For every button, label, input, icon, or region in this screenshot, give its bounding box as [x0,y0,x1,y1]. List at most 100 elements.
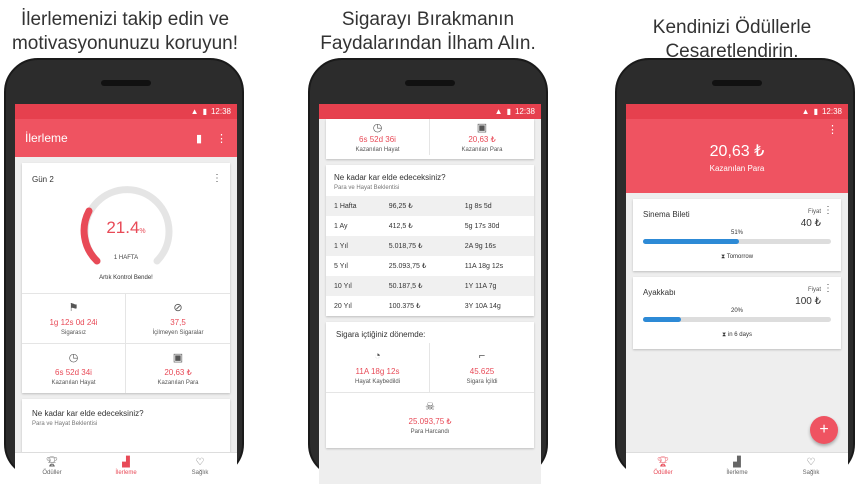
nav-progress[interactable]: ▟ İlerleme [89,453,163,484]
nav-rewards[interactable]: 🏆︎ Ödüller [15,453,89,484]
status-bar: ▲ ▮ 12:38 [626,104,848,119]
gain-title: Ne kadar kar elde edeceksiniz? [334,173,446,182]
battery-icon: ▮ [506,107,511,116]
table-row: 5 Yıl 25.093,75 ₺ 11A 18g 12s [326,256,534,276]
no-smoking-icon: ⊘ [173,302,183,314]
more-icon[interactable]: ⋮ [212,173,222,184]
total-label: Kazanılan Para [709,164,765,173]
hourglass-icon: ⧗ [720,254,726,260]
table-cell: 5 Yıl [334,262,348,270]
status-bar: ▲ ▮ 12:38 [15,104,237,119]
trophy-icon: 🏆︎ [656,457,670,468]
reward-name: Ayakkabı [643,288,676,297]
table-row: 1 Hafta 96,25 ₺ 1g 8s 5d [326,196,534,216]
reward-card[interactable]: Ayakkabı ⋮ Fiyat 100 ₺ 20% ⧗ in 6 days [633,277,841,349]
day-label: Gün 2 [32,175,54,184]
percent-unit: % [139,228,146,235]
speaker [712,80,762,86]
table-cell: 5.018,75 ₺ [380,236,457,256]
reward-progress-fill [643,239,739,244]
more-icon[interactable]: ⋮ [216,132,227,145]
table-cell: 11A 18g 12s [464,262,504,270]
reward-progress [643,239,831,244]
battery-icon: ▮ [202,107,207,116]
cigarettes-smoked: ⌐ 45.625 Sigara İçildi [430,343,534,392]
money-spent: ☠ 25.093,75 ₺ Para Harcandı [326,392,534,442]
reward-name: Sinema Bileti [643,210,690,219]
hourglass-icon: ⧗ [722,332,727,338]
trophy-icon: 🏆︎ [45,457,59,468]
stat-value: 20,63 ₺ [164,368,192,377]
book-icon[interactable]: ▮ [195,132,202,145]
screen: ▲ ▮ 12:38 ◷ 6s 52d 36i Kazanılan Hayat ▣… [319,104,541,484]
flag-icon: ⚑ [68,302,79,314]
signal-icon: ▲ [190,107,199,116]
gain-table: 1 Hafta 96,25 ₺ 1g 8s 5d 1 Ay 412,5 ₺ 5g 17s … [326,196,534,316]
page-title: İlerleme [25,131,68,145]
period-label: 1 HAFTA [113,255,139,261]
caption-right: Kendinizi Ödüllerle Cesaretlendirin. [652,17,812,62]
table-cell: 1 Yıl [326,236,381,256]
battery-icon: ▮ [813,107,818,116]
more-icon[interactable]: ⋮ [823,205,833,216]
stat-value: 37,5 [170,318,186,327]
nav-health[interactable]: ♡ Sağlık [163,453,237,484]
table-cell: 20 Yıl [334,302,352,310]
stat-value: 1g 12s 0d 24i [49,318,98,327]
phone-progress: ▲ ▮ 12:38 İlerleme ▮ ⋮ Gün 2 ⋮ 21.4% 1 H… [4,58,244,484]
reward-eta: ⧗ Tomorrow [720,254,754,260]
table-cell: 1 Hafta [326,196,381,216]
gain-table-card: Ne kadar kar elde edeceksiniz? Para ve H… [326,165,534,316]
skull-icon: ☠ [425,401,435,413]
stat-label: İçilmeyen Sigaralar [152,330,204,336]
table-cell: 5g 17s 30d [464,222,500,230]
speaker [101,80,151,86]
gain-subtitle: Para ve Hayat Beklentisi [334,185,400,191]
status-time: 12:38 [210,107,231,116]
stat-life-gained: ◷ 6s 52d 34i Kazanılan Hayat [22,343,126,393]
smoking-card: Sigara içtiğiniz dönemde: ◔ 11A 18g 12s … [326,322,534,448]
bar-chart-icon: ▟ [122,457,130,468]
timer-icon: ◔ [374,350,381,362]
status-text: Artık Kontrol Bende! [99,275,153,281]
percent-value: 21.4 [106,218,140,237]
price-label: Fiyat [807,209,821,215]
caption-left: İlerlemenizi takip edin ve motivasyonunu… [11,9,238,54]
heart-icon: ♡ [195,457,205,468]
bottom-nav: 🏆︎ Ödüller ▟ İlerleme ♡ Sağlık [15,452,237,484]
more-icon[interactable]: ⋮ [827,124,838,136]
money-icon: ▣ [172,352,184,364]
stat-label: Kazanılan Hayat [51,380,96,386]
clock-icon: ◷ [68,352,79,364]
table-cell: 1 Ay [334,222,348,230]
smoking-title: Sigara içtiğiniz dönemde: [336,330,426,339]
stat-label: Kazanılan Para [157,380,199,386]
nav-rewards[interactable]: 🏆︎ Ödüller [626,453,700,484]
reward-price: 40 ₺ [800,218,821,229]
progress-arc [80,207,101,265]
app-bar: İlerleme ▮ ⋮ [15,119,237,157]
status-time: 12:38 [514,107,535,116]
reward-price: 100 ₺ [795,296,821,307]
rewards-header: ⋮ 20,63 ₺ Kazanılan Para [626,119,848,193]
status-bar: ▲ ▮ 12:38 [319,104,541,119]
table-row: 20 Yıl 100.375 ₺ 3Y 10A 14g [326,296,534,316]
table-cell: 10 Yıl [326,276,381,296]
nav-progress[interactable]: ▟ İlerleme [700,453,774,484]
add-reward-button[interactable]: + [810,416,838,444]
reward-card[interactable]: Sinema Bileti ⋮ Fiyat 40 ₺ 51% ⧗ Tomorro… [633,199,841,271]
reward-percent: 51% [730,230,743,236]
status-time: 12:38 [821,107,842,116]
progress-ring [80,186,173,265]
top-stats-card: ◷ 6s 52d 36i Kazanılan Hayat ▣ 20,63 ₺ K… [326,119,534,159]
heart-icon: ♡ [806,457,816,468]
reward-eta: ⧗ in 6 days [722,332,752,338]
table-cell: 25.093,75 ₺ [388,263,427,270]
screen: ▲ ▮ 12:38 ⋮ 20,63 ₺ Kazanılan Para Sinem… [626,104,848,484]
money-icon: ▣ [476,122,488,134]
more-icon[interactable]: ⋮ [823,283,833,294]
stats-grid: ⚑ 1g 12s 0d 24i Sigarasız ⊘ 37,5 İçilmey… [22,293,230,393]
bar-chart-icon: ▟ [733,457,741,468]
table-row: 1 Ay 412,5 ₺ 5g 17s 30d [326,216,534,236]
nav-health[interactable]: ♡ Sağlık [774,453,848,484]
